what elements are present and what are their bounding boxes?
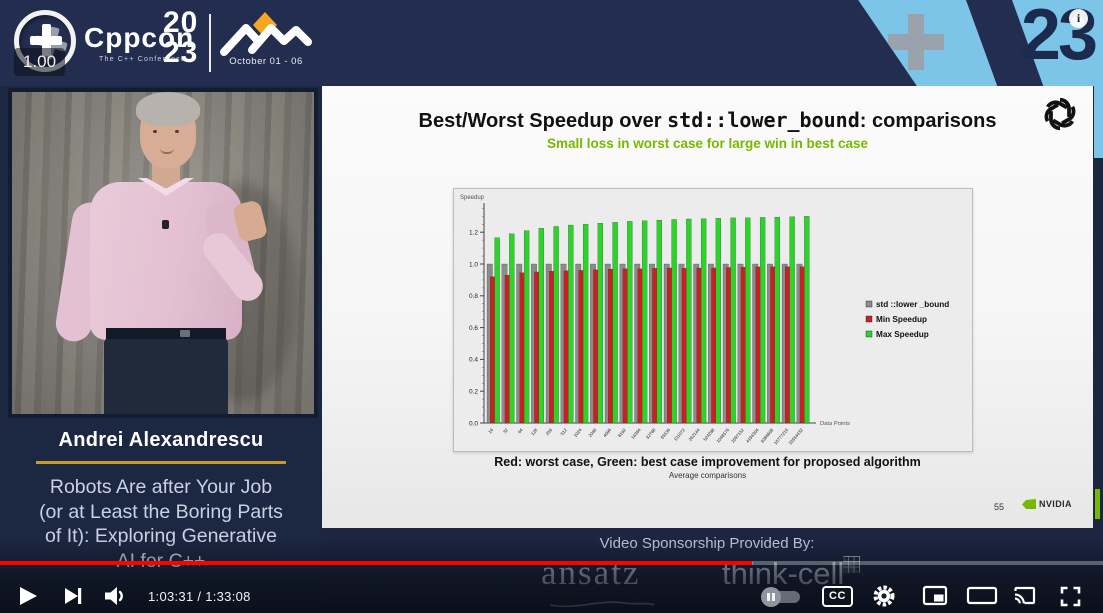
svg-text:16: 16	[487, 427, 494, 434]
svg-text:Max Speedup: Max Speedup	[876, 330, 929, 339]
time-display: 1:03:31 / 1:33:08	[148, 589, 251, 604]
speaker-video	[8, 88, 318, 418]
svg-text:512: 512	[559, 427, 568, 436]
presentation-slide: Best/Worst Speedup over std::lower_bound…	[322, 86, 1093, 528]
svg-text:std ::lower _bound: std ::lower _bound	[876, 300, 949, 309]
speedup-chart: 0.0 0.2 0.4 0.6 0.8 1.0 1.2 16 32 64 128 256 512 1024…	[453, 188, 973, 452]
pause-icon	[761, 587, 781, 607]
progress-elapsed	[0, 561, 753, 565]
svg-text:262144: 262144	[688, 427, 702, 442]
cast-button[interactable]	[1012, 585, 1038, 606]
slide-title: Best/Worst Speedup over std::lower_bound…	[418, 108, 997, 132]
svg-text:32768: 32768	[645, 427, 657, 440]
svg-text:4096: 4096	[602, 427, 612, 438]
svg-text:8192: 8192	[617, 427, 627, 438]
svg-text:65536: 65536	[660, 427, 672, 440]
openai-logo-icon	[1044, 97, 1076, 131]
svg-text:0.0: 0.0	[469, 420, 478, 427]
svg-text:524288: 524288	[702, 427, 716, 442]
svg-text:2097152: 2097152	[730, 427, 745, 444]
svg-text:1.0: 1.0	[469, 261, 478, 268]
conference-dates: October 01 - 06	[229, 56, 303, 67]
blue-side-strip	[1094, 86, 1103, 158]
speaker-panel: Andrei Alexandrescu Robots Are after You…	[0, 86, 322, 613]
svg-text:1.2: 1.2	[469, 230, 478, 237]
svg-text:2048: 2048	[587, 427, 597, 438]
svg-text:1048576: 1048576	[715, 427, 730, 444]
svg-text:1024: 1024	[573, 427, 583, 438]
svg-text:0.8: 0.8	[469, 293, 478, 300]
nvidia-logo: NVIDIA	[1022, 499, 1072, 509]
plus-icon	[888, 14, 944, 70]
svg-text:33554432: 33554432	[788, 427, 805, 446]
svg-text:131072: 131072	[673, 427, 687, 442]
conference-name: Cppcon	[84, 22, 195, 53]
svg-text:32: 32	[502, 427, 509, 434]
svg-text:0.6: 0.6	[469, 325, 478, 332]
svg-text:16384: 16384	[630, 427, 642, 440]
banner-divider	[209, 14, 211, 72]
lavalier-mic	[162, 220, 169, 229]
chart-caption: Red: worst case, Green: best case improv…	[494, 455, 921, 469]
svg-text:Speedup: Speedup	[460, 195, 485, 201]
miniplayer-button[interactable]	[922, 585, 948, 606]
autoplay-toggle[interactable]	[761, 587, 800, 607]
sponsor-heading: Video Sponsorship Provided By:	[599, 535, 815, 552]
player-controls: 1:03:31 / 1:33:08 CC	[0, 578, 1103, 613]
fullscreen-button[interactable]	[1058, 584, 1083, 609]
slide-subtitle: Small loss in worst case for large win i…	[546, 136, 869, 151]
svg-text:64: 64	[517, 427, 524, 434]
progress-bar[interactable]	[0, 561, 1103, 565]
nvidia-green-stripe	[1095, 489, 1100, 519]
gold-divider	[36, 461, 286, 464]
svg-text:4194304: 4194304	[745, 427, 760, 444]
play-button[interactable]	[14, 583, 40, 609]
conference-tagline: The C++ Conference	[99, 56, 186, 63]
svg-text:128: 128	[530, 427, 539, 436]
subtitles-button[interactable]: CC	[822, 586, 853, 607]
mountain-logo-icon	[220, 12, 312, 56]
conference-year: 20 23	[163, 6, 199, 69]
next-button[interactable]	[60, 583, 86, 609]
settings-gear-icon[interactable]	[872, 584, 896, 608]
volume-button[interactable]	[102, 583, 130, 609]
svg-text:0.4: 0.4	[469, 357, 478, 364]
slide-page-number: 55	[994, 502, 1005, 512]
playback-speed-badge: 1.00	[14, 48, 66, 76]
svg-text:256: 256	[545, 427, 554, 436]
info-icon[interactable]: i	[1069, 9, 1088, 28]
nvidia-eye-icon	[1022, 499, 1036, 509]
chart-subcaption: Average comparisons	[668, 471, 747, 480]
svg-text:Min Speedup: Min Speedup	[876, 315, 927, 324]
banner-right-art: 23	[858, 0, 1103, 86]
talk-title: Robots Are after Your Job (or at Least t…	[39, 476, 283, 572]
cppcon-banner: Cppcon The C++ Conference 20 23 October …	[0, 0, 1103, 86]
svg-text:0.2: 0.2	[469, 389, 478, 396]
theater-mode-button[interactable]	[966, 586, 998, 605]
svg-text:Data Points: Data Points	[820, 421, 850, 427]
speaker-name: Andrei Alexandrescu	[58, 429, 264, 451]
